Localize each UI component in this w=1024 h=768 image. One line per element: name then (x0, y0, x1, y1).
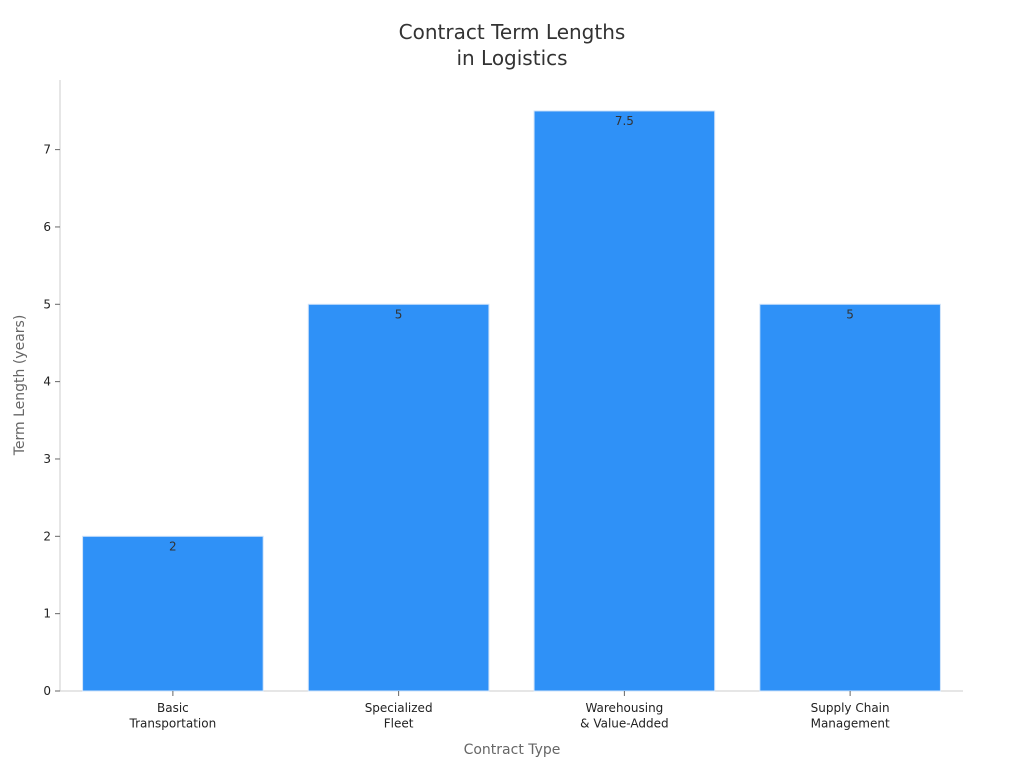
y-axis-title: Term Length (years) (12, 315, 28, 457)
y-tick-label: 5 (43, 297, 51, 311)
x-tick-label: Specialized Fleet (365, 701, 433, 731)
y-tick-label: 2 (43, 529, 51, 543)
x-tick-label: Supply Chain Management (811, 701, 890, 731)
bar (82, 535, 264, 692)
y-tick-label: 3 (43, 451, 51, 465)
data-label: 2 (169, 539, 177, 553)
x-axis-title: Contract Type (464, 742, 561, 758)
bar (759, 303, 941, 692)
data-label: 7.5 (615, 113, 634, 127)
bar (533, 110, 716, 692)
y-tick-label: 7 (43, 142, 51, 156)
chart-title: Contract Term Lengths in Logistics (399, 20, 626, 70)
data-label: 5 (846, 307, 854, 321)
x-tick-label: Warehousing & Value-Added (580, 701, 668, 731)
data-label: 5 (395, 307, 403, 321)
y-tick-label: 4 (43, 374, 51, 388)
bar (307, 303, 490, 692)
y-tick-label: 0 (43, 684, 51, 698)
x-tick-label: Basic Transportation (129, 701, 217, 731)
y-tick-label: 1 (43, 606, 51, 620)
y-tick-label: 6 (43, 219, 51, 233)
